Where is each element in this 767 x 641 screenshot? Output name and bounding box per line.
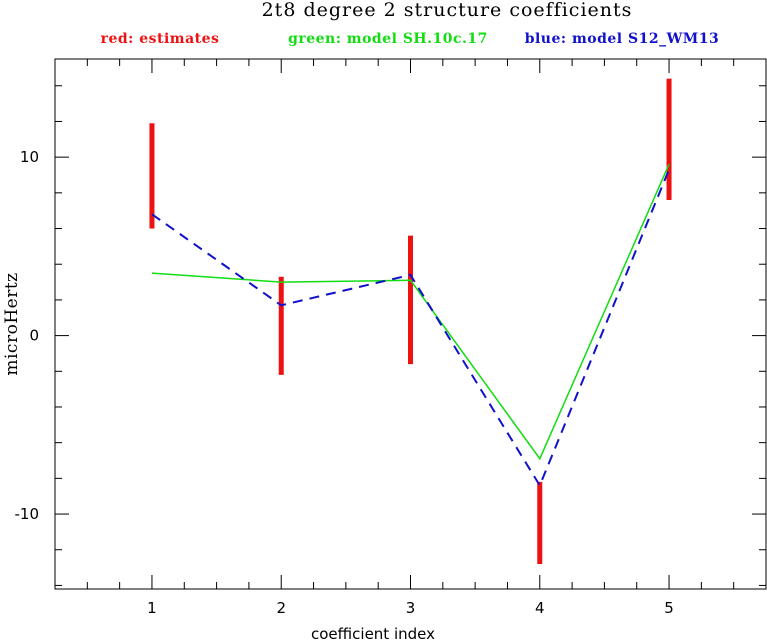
- x-tick-label: 1: [147, 599, 157, 617]
- model-green-line: [151, 163, 670, 461]
- x-axis-label: coefficient index: [311, 625, 435, 641]
- y-tick-label: 10: [20, 148, 39, 166]
- y-tick-label: 0: [29, 327, 39, 345]
- chart-title: 2t8 degree 2 structure coefficients: [262, 0, 633, 21]
- legend-estimates: red: estimates: [101, 31, 220, 47]
- x-tick-label: 5: [664, 599, 674, 617]
- x-tick-label: 3: [406, 599, 416, 617]
- legend-model-blue: blue: model S12_WM13: [525, 31, 720, 47]
- model-blue-line: [151, 169, 670, 488]
- x-tick-label: 2: [276, 599, 286, 617]
- y-axis-label: microHertz: [2, 272, 22, 375]
- estimate-bars: [149, 78, 672, 565]
- y-tick-label: -10: [15, 505, 40, 523]
- legend-model-green: green: model SH.10c.17: [288, 31, 488, 47]
- x-tick-label: 4: [535, 599, 545, 617]
- tick-labels: 1 2 3 4 5 -10 0 10: [15, 148, 674, 617]
- axis-ticks: [54, 59, 767, 589]
- model-lines: [151, 163, 670, 488]
